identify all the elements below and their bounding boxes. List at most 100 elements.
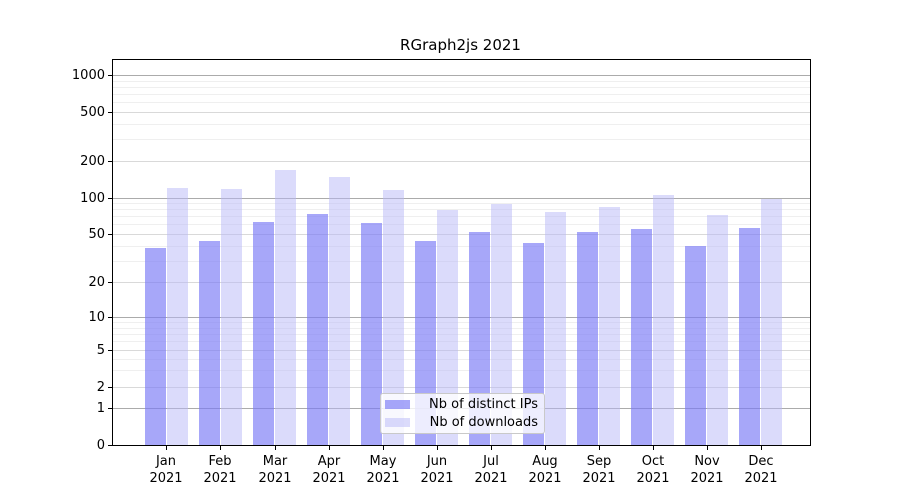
bar-ips-jan — [145, 248, 166, 445]
y-axis-tick — [108, 282, 112, 283]
gridline-minor — [113, 246, 810, 247]
gridline — [113, 198, 810, 199]
x-axis-tick — [275, 446, 276, 450]
bar-downloads-may — [383, 190, 404, 445]
gridline-minor — [113, 209, 810, 210]
x-axis-tick — [220, 446, 221, 450]
y-axis-tick — [108, 350, 112, 351]
x-tick-label: Sep 2021 — [582, 454, 616, 486]
legend-item-distinct-ips: Nb of distinct IPs — [385, 396, 538, 413]
gridline-minor — [113, 87, 810, 88]
y-axis-tick — [108, 408, 112, 409]
y-axis-tick — [108, 317, 112, 318]
x-tick-label: May 2021 — [366, 454, 400, 486]
y-tick-label: 50 — [88, 227, 105, 242]
gridline-minor — [113, 341, 810, 342]
bar-downloads-nov — [707, 215, 728, 445]
y-tick-label: 2 — [96, 380, 105, 395]
gridline-minor — [113, 334, 810, 335]
gridline — [113, 75, 810, 76]
y-axis-tick — [108, 234, 112, 235]
chart-title: RGraph2js 2021 — [400, 36, 521, 54]
x-tick-label: Oct 2021 — [636, 454, 670, 486]
gridline-minor — [113, 370, 810, 371]
x-axis-tick — [545, 446, 546, 450]
bar-ips-feb — [199, 241, 220, 445]
y-axis-tick — [108, 75, 112, 76]
x-axis-tick — [329, 446, 330, 450]
bar-downloads-jul — [491, 204, 512, 445]
x-axis-tick — [166, 446, 167, 450]
legend-label: Nb of downloads — [429, 415, 538, 431]
x-tick-label: Dec 2021 — [744, 454, 778, 486]
bar-downloads-jan — [167, 188, 188, 445]
gridline-minor — [113, 328, 810, 329]
gridline-minor — [113, 224, 810, 225]
y-tick-label: 0 — [96, 438, 105, 453]
y-tick-label: 1000 — [71, 68, 105, 83]
x-axis-tick — [761, 446, 762, 450]
legend-label: Nb of distinct IPs — [429, 396, 538, 412]
bar-downloads-jun — [437, 210, 458, 445]
bar-downloads-oct — [653, 195, 674, 445]
gridline-minor — [113, 359, 810, 360]
gridline-minor — [113, 94, 810, 95]
gridline — [113, 282, 810, 283]
bar-downloads-dec — [761, 199, 782, 445]
x-tick-label: Jan 2021 — [149, 454, 183, 486]
bar-downloads-feb — [221, 189, 242, 445]
y-tick-label: 200 — [80, 154, 105, 169]
y-tick-label: 20 — [88, 275, 105, 290]
y-tick-label: 500 — [80, 105, 105, 120]
x-axis-tick — [707, 446, 708, 450]
gridline — [113, 234, 810, 235]
bar-ips-apr — [307, 214, 328, 445]
gridline-minor — [113, 216, 810, 217]
y-tick-label: 100 — [80, 191, 105, 206]
gridline-minor — [113, 102, 810, 103]
x-axis-tick — [437, 446, 438, 450]
bar-downloads-aug — [545, 212, 566, 445]
legend-swatch-downloads — [385, 418, 410, 428]
bar-ips-oct — [631, 229, 652, 445]
bar-ips-mar — [253, 222, 274, 445]
bar-ips-may — [361, 223, 382, 445]
gridline — [113, 387, 810, 388]
plot-area: 0 1 2 5 10 20 50 100 200 500 1000 Jan 2021 Feb 2021 M… — [72, 59, 811, 486]
y-tick-label: 1 — [96, 401, 105, 416]
bar-ips-dec — [739, 228, 760, 445]
gridline — [113, 317, 810, 318]
x-tick-label: Jun 2021 — [420, 454, 454, 486]
y-tick-label: 5 — [96, 343, 105, 358]
legend-item-downloads: Nb of downloads — [385, 415, 538, 432]
x-tick-label: Feb 2021 — [203, 454, 237, 486]
x-tick-label: Jul 2021 — [474, 454, 508, 486]
bar-ips-jul — [469, 232, 490, 445]
legend: Nb of distinct IPs Nb of downloads — [380, 393, 545, 434]
x-tick-label: Apr 2021 — [312, 454, 346, 486]
y-axis-tick — [108, 198, 112, 199]
gridline — [113, 350, 810, 351]
gridline-minor — [113, 322, 810, 323]
gridline-minor — [113, 203, 810, 204]
x-axis-tick — [653, 446, 654, 450]
y-axis-tick — [108, 161, 112, 162]
y-tick-label: 10 — [88, 310, 105, 325]
gridline-minor — [113, 124, 810, 125]
y-axis-tick — [108, 387, 112, 388]
gridline — [113, 112, 810, 113]
y-axis-tick — [108, 445, 112, 446]
y-axis-tick — [108, 112, 112, 113]
bar-downloads-sep — [599, 207, 620, 445]
gridline — [113, 161, 810, 162]
bar-ips-nov — [685, 246, 706, 445]
x-axis-tick — [383, 446, 384, 450]
gridline-minor — [113, 261, 810, 262]
x-axis-tick — [599, 446, 600, 450]
x-tick-label: Nov 2021 — [690, 454, 724, 486]
x-tick-label: Mar 2021 — [258, 454, 292, 486]
legend-swatch-distinct-ips — [385, 399, 410, 409]
gridline-minor — [113, 139, 810, 140]
x-tick-label: Aug 2021 — [528, 454, 562, 486]
